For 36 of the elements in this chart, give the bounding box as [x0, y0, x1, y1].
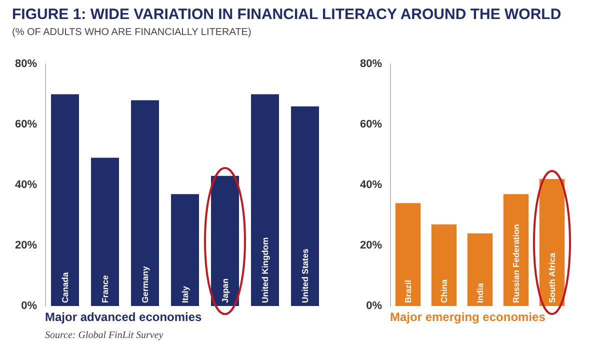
x-tick-label: Canada [60, 272, 70, 303]
x-tick-label: Brazil [403, 280, 413, 303]
y-tick-label: 80% [14, 58, 38, 70]
x-tick-label: Germany [140, 266, 150, 303]
x-tick-label: China [439, 279, 449, 303]
bar [291, 106, 319, 306]
bar [251, 94, 279, 306]
x-tick-label: India [475, 282, 485, 303]
x-tick-label: Italy [180, 286, 190, 303]
y-tick-label: 0% [366, 300, 382, 312]
y-tick-label: 0% [21, 300, 38, 312]
bar [431, 224, 457, 306]
y-tick-label: 20% [360, 240, 382, 252]
x-axis-title: Major emerging economies [390, 310, 546, 324]
bar [171, 194, 199, 306]
x-tick-label: United Kingdom [260, 236, 270, 303]
y-tick-label: 20% [14, 240, 38, 252]
bar [91, 158, 119, 306]
y-tick-label: 40% [14, 179, 38, 191]
source-note: Source: Global FinLit Survey [45, 330, 164, 341]
chart-subtitle: (% OF ADULTS WHO ARE FINANCIALLY LITERATE) [12, 27, 252, 38]
y-tick-label: 60% [360, 118, 382, 130]
bar [51, 94, 79, 306]
x-tick-label: United States [300, 248, 310, 303]
x-tick-label: Russian Federation [511, 224, 521, 303]
x-tick-label: Japan [220, 278, 230, 303]
chart-title: FIGURE 1: WIDE VARIATION IN FINANCIAL LITERACY AROUND THE WORLD [12, 6, 562, 23]
x-tick-label: France [100, 274, 110, 303]
x-tick-label: South Africa [547, 252, 557, 303]
y-tick-label: 80% [360, 58, 382, 70]
y-tick-label: 60% [14, 118, 38, 130]
x-axis-title: Major advanced economies [45, 310, 202, 324]
bar [395, 203, 421, 306]
bar [467, 233, 493, 306]
y-tick-label: 40% [360, 179, 382, 191]
bar [131, 100, 159, 306]
